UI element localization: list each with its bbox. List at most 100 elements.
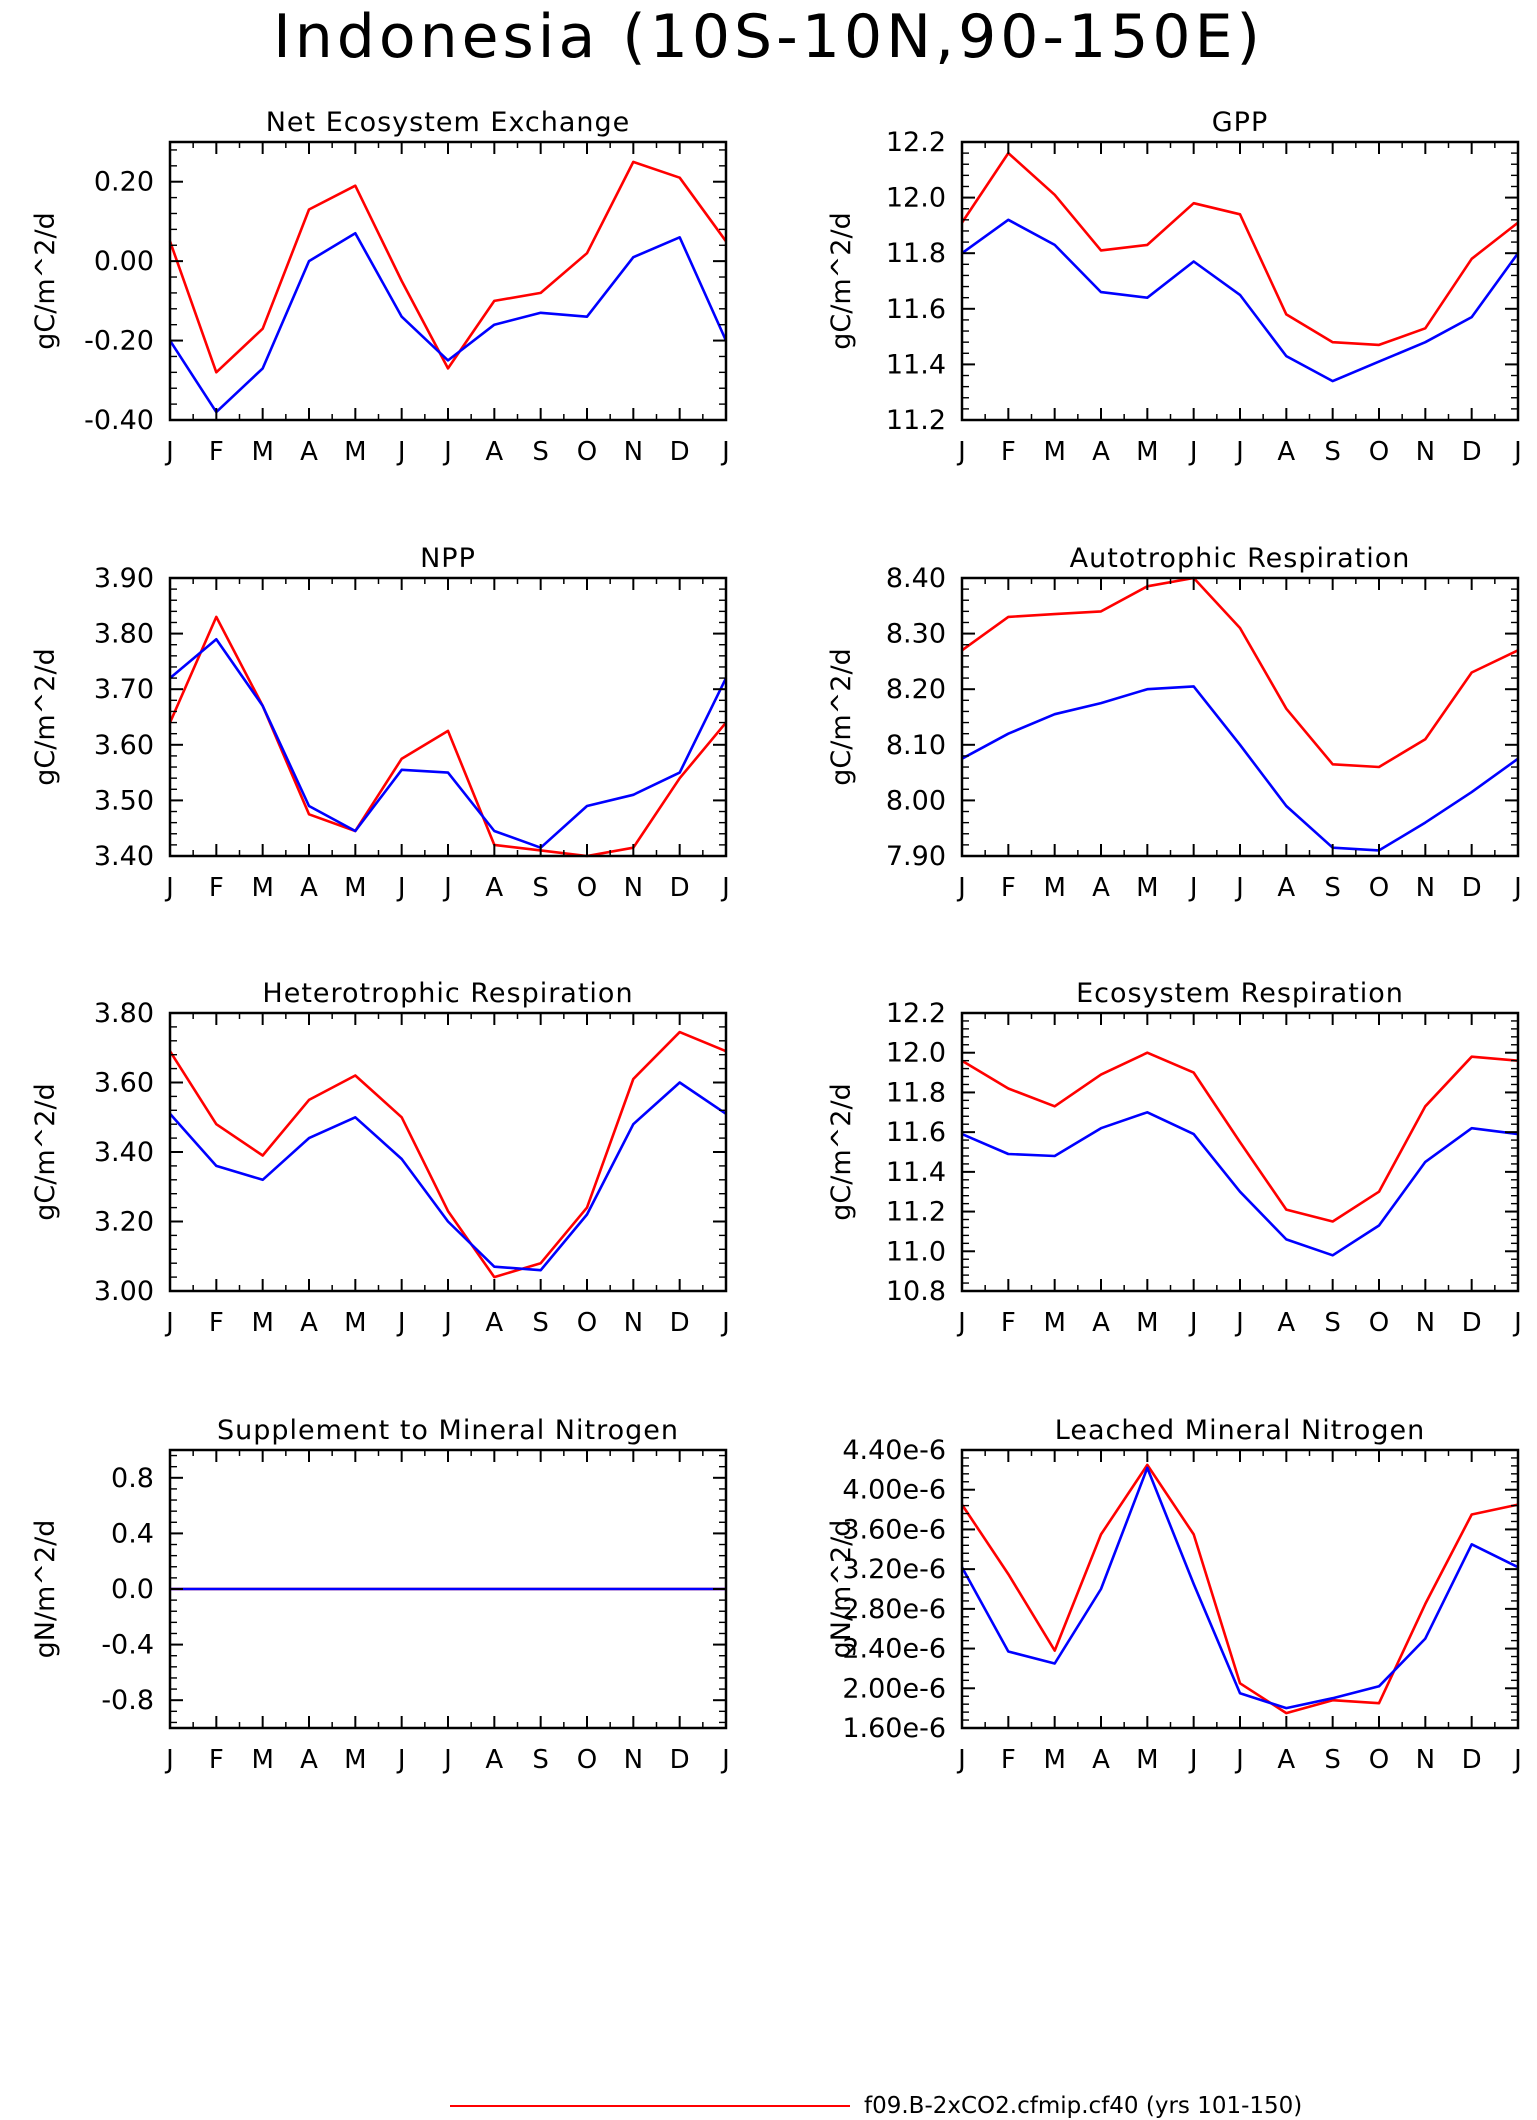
npp-x-tick-label: J (164, 873, 174, 903)
leached-mineral-nitrogen-series-blue-line (960, 1466, 1519, 1710)
net-ecosystem-exchange-y-tick-label: 0.20 (94, 167, 154, 198)
autotrophic-respiration-y-tick-label: 8.10 (886, 730, 946, 761)
net-ecosystem-exchange-title: Net Ecosystem Exchange (266, 107, 631, 138)
supplement-to-mineral-nitrogen-y-tick-label: -0.8 (101, 1685, 154, 1716)
npp-x-tick-label: J (720, 873, 730, 903)
net-ecosystem-exchange-y-tick-label: 0.00 (94, 246, 154, 277)
heterotrophic-respiration-x-tick-label: S (532, 1308, 549, 1338)
ecosystem-respiration-x-tick-label: J (1234, 1308, 1244, 1338)
ecosystem-respiration-x-tick-label: F (1001, 1308, 1016, 1338)
supplement-to-mineral-nitrogen-y-tick-label: 0.4 (111, 1518, 154, 1549)
gpp-x-tick-label: A (1092, 437, 1110, 467)
gpp-x-tick-label: F (1001, 437, 1016, 467)
autotrophic-respiration-x-tick-label: J (1234, 873, 1244, 903)
heterotrophic-respiration-series-red-line (168, 1030, 727, 1279)
gpp-x-tick-label: S (1324, 437, 1341, 467)
autotrophic-respiration-y-tick-label: 7.90 (886, 841, 946, 872)
heterotrophic-respiration-x-tick-label: J (442, 1308, 452, 1338)
ecosystem-respiration-x-tick-label: D (1462, 1308, 1482, 1338)
npp-x-tick-label: A (485, 873, 503, 903)
gpp-x-tick-label: M (1136, 437, 1158, 467)
net-ecosystem-exchange-x-tick-label: D (670, 437, 690, 467)
ecosystem-respiration-x-tick-label: M (1136, 1308, 1158, 1338)
ecosystem-respiration-series-red-line (961, 1051, 1519, 1223)
gpp-x-tick-label: J (1188, 437, 1198, 467)
supplement-to-mineral-nitrogen-x-tick-label: D (670, 1745, 690, 1775)
heterotrophic-respiration-series-blue-line (169, 1081, 727, 1272)
supplement-to-mineral-nitrogen-x-tick-label: S (532, 1745, 549, 1775)
npp-series-blue-line (169, 637, 728, 850)
npp-y-tick-label: 3.60 (94, 730, 154, 761)
autotrophic-respiration-x-tick-label: S (1324, 873, 1341, 903)
gpp-x-tick-label: J (1234, 437, 1244, 467)
net-ecosystem-exchange-x-tick-label: O (577, 437, 597, 467)
supplement-to-mineral-nitrogen-y-axis-label: gN/m^2/d (30, 1520, 61, 1659)
legend: f09.B-2xCO2.cfmip.cf40 (yrs 101-150) (450, 2092, 1302, 2120)
leached-mineral-nitrogen-x-tick-label: A (1092, 1745, 1110, 1775)
supplement-to-mineral-nitrogen-x-tick-label: N (624, 1745, 643, 1775)
autotrophic-respiration-series-red-line (961, 576, 1519, 769)
heterotrophic-respiration-x-tick-label: J (396, 1308, 406, 1338)
gpp-series-blue-line (961, 218, 1520, 383)
heterotrophic-respiration-y-tick-label: 3.40 (94, 1137, 154, 1168)
ecosystem-respiration-plot-frame (960, 1011, 1520, 1293)
heterotrophic-respiration-y-tick-label: 3.00 (94, 1276, 154, 1307)
npp-x-tick-label: J (442, 873, 452, 903)
ecosystem-respiration-y-tick-label: 11.2 (886, 1197, 946, 1228)
leached-mineral-nitrogen-x-tick-label: M (1043, 1745, 1065, 1775)
net-ecosystem-exchange-x-tick-label: J (720, 437, 730, 467)
supplement-to-mineral-nitrogen-x-tick-label: M (251, 1745, 273, 1775)
gpp-x-tick-label: M (1043, 437, 1065, 467)
autotrophic-respiration-x-tick-label: J (956, 873, 966, 903)
npp-y-tick-label: 3.50 (94, 785, 154, 816)
autotrophic-respiration-x-tick-label: N (1416, 873, 1435, 903)
leached-mineral-nitrogen-y-tick-label: 3.20e-6 (842, 1554, 946, 1585)
supplement-to-mineral-nitrogen-x-tick-label: A (485, 1745, 503, 1775)
ecosystem-respiration-x-tick-label: J (1188, 1308, 1198, 1338)
autotrophic-respiration-y-tick-label: 8.20 (886, 674, 946, 705)
leached-mineral-nitrogen-y-tick-label: 3.60e-6 (842, 1514, 946, 1545)
npp-y-tick-label: 3.40 (94, 841, 154, 872)
leached-mineral-nitrogen-y-tick-label: 4.40e-6 (842, 1435, 946, 1466)
autotrophic-respiration-y-tick-label: 8.40 (886, 563, 946, 594)
net-ecosystem-exchange-x-tick-label: F (209, 437, 224, 467)
npp-x-tick-label: S (532, 873, 549, 903)
leached-mineral-nitrogen-x-tick-label: J (1188, 1745, 1198, 1775)
npp-x-tick-label: D (670, 873, 690, 903)
net-ecosystem-exchange-x-tick-label: J (396, 437, 406, 467)
autotrophic-respiration-y-tick-label: 8.30 (886, 619, 946, 650)
gpp-y-tick-label: 11.6 (886, 294, 946, 325)
heterotrophic-respiration-y-axis-label: gC/m^2/d (30, 1083, 61, 1220)
ecosystem-respiration-y-tick-label: 11.6 (886, 1117, 946, 1148)
ecosystem-respiration-x-tick-label: J (1512, 1308, 1522, 1338)
net-ecosystem-exchange-x-tick-label: A (485, 437, 503, 467)
net-ecosystem-exchange-series-blue-line (168, 232, 728, 414)
leached-mineral-nitrogen-y-tick-label: 2.40e-6 (842, 1634, 946, 1665)
gpp-series-red-line (960, 151, 1519, 347)
autotrophic-respiration-y-tick-label: 8.00 (886, 785, 946, 816)
supplement-to-mineral-nitrogen-panel: Supplement to Mineral Nitrogen gN/m^2/d J F… (30, 1415, 730, 1775)
supplement-to-mineral-nitrogen-x-tick-label: A (300, 1745, 318, 1775)
npp-x-tick-label: M (251, 873, 273, 903)
net-ecosystem-exchange-y-axis-label: gC/m^2/d (30, 212, 61, 349)
leached-mineral-nitrogen-y-tick-label: 1.60e-6 (842, 1713, 946, 1744)
supplement-to-mineral-nitrogen-x-tick-label: M (344, 1745, 366, 1775)
ecosystem-respiration-y-tick-label: 12.0 (886, 1038, 946, 1069)
npp-x-tick-label: N (624, 873, 643, 903)
heterotrophic-respiration-y-tick-label: 3.60 (94, 1068, 154, 1099)
npp-x-tick-label: M (344, 873, 366, 903)
autotrophic-respiration-x-tick-label: M (1043, 873, 1065, 903)
ecosystem-respiration-x-tick-label: M (1043, 1308, 1065, 1338)
supplement-to-mineral-nitrogen-y-tick-label: 0.0 (111, 1574, 154, 1605)
supplement-to-mineral-nitrogen-x-tick-label: J (720, 1745, 730, 1775)
supplement-to-mineral-nitrogen-x-tick-label: J (442, 1745, 452, 1775)
heterotrophic-respiration-title: Heterotrophic Respiration (262, 978, 633, 1009)
gpp-y-tick-label: 11.8 (886, 238, 946, 269)
heterotrophic-respiration-x-tick-label: D (670, 1308, 690, 1338)
net-ecosystem-exchange-x-tick-label: M (251, 437, 273, 467)
ecosystem-respiration-x-tick-label: N (1416, 1308, 1435, 1338)
autotrophic-respiration-y-axis-label: gC/m^2/d (826, 648, 857, 785)
heterotrophic-respiration-x-tick-label: M (251, 1308, 273, 1338)
